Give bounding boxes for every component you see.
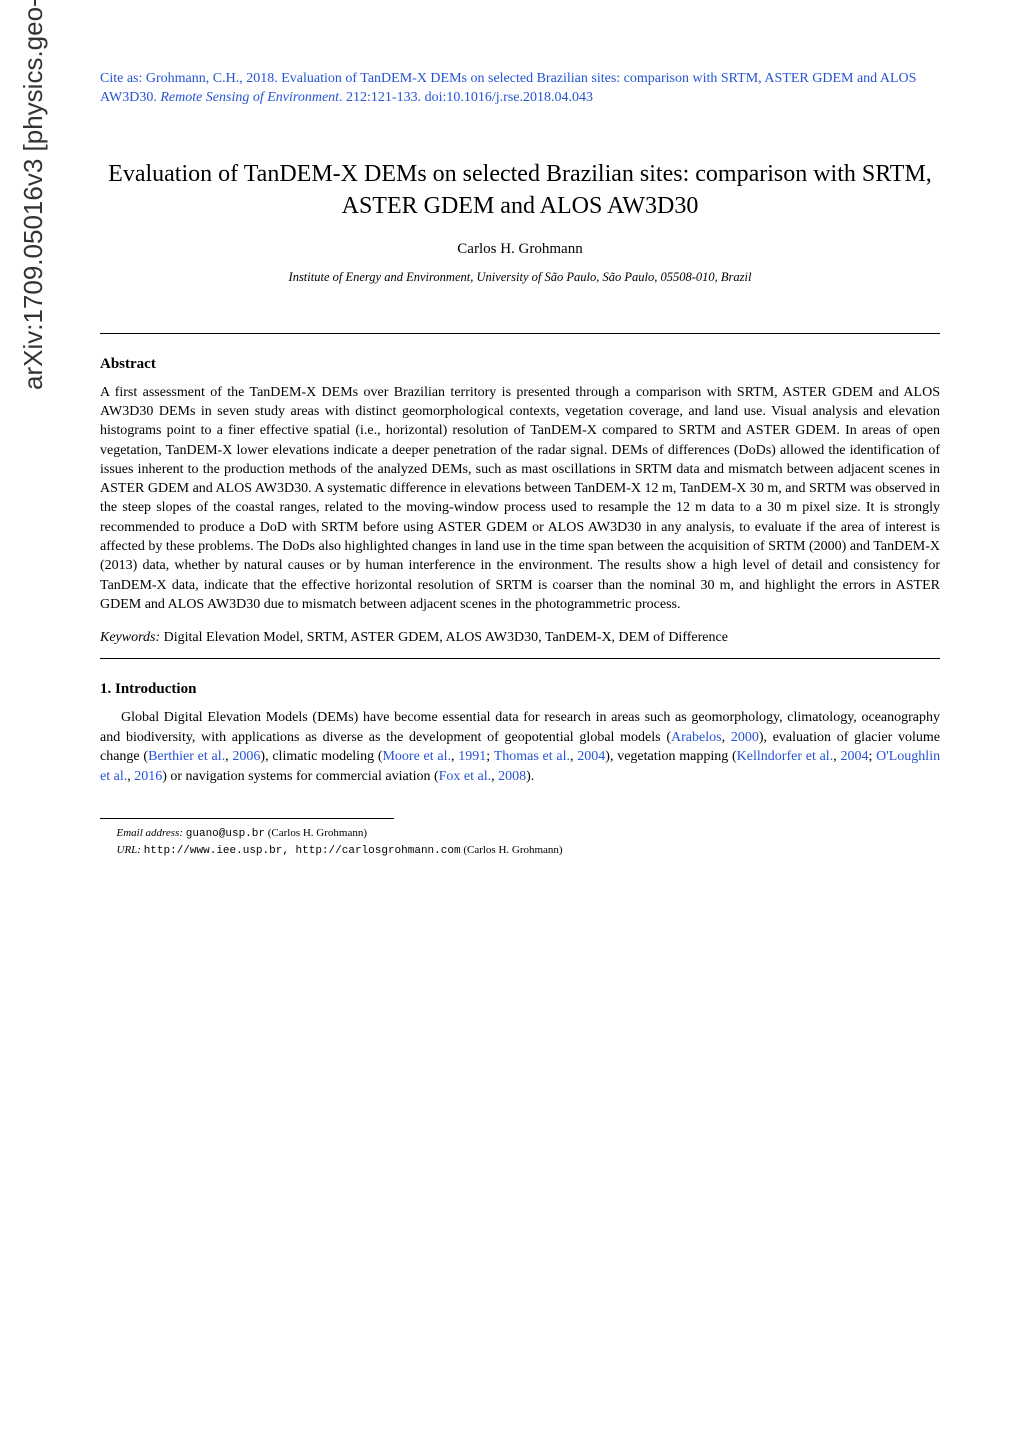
citation-link[interactable]: 2008 xyxy=(498,769,526,784)
rule-bottom xyxy=(100,658,940,659)
citation-link[interactable]: 2006 xyxy=(232,749,260,764)
introduction-heading: 1. Introduction xyxy=(100,681,940,698)
intro-text: ) or navigation systems for commercial a… xyxy=(162,769,438,784)
url-value: http://www.iee.usp.br, http://carlosgroh… xyxy=(144,845,461,857)
citation-suffix: . 212:121-133. doi:10.1016/j.rse.2018.04… xyxy=(339,90,593,105)
keywords-label: Keywords: xyxy=(100,630,160,645)
email-label: Email address: xyxy=(117,827,186,839)
citation-link[interactable]: 2004 xyxy=(840,749,868,764)
author-affiliation: Institute of Energy and Environment, Uni… xyxy=(100,270,940,285)
footnotes-block: Email address: guano@usp.br (Carlos H. G… xyxy=(100,824,940,860)
arxiv-category: [physics.geo-ph] xyxy=(18,0,48,151)
arxiv-sidebar: arXiv:1709.05016v3 [physics.geo-ph] 3 Ma… xyxy=(18,0,49,390)
rule-top xyxy=(100,333,940,334)
citation-link[interactable]: 2000 xyxy=(731,730,759,745)
citation-link[interactable]: Thomas et al. xyxy=(494,749,570,764)
footnote-url: URL: http://www.iee.usp.br, http://carlo… xyxy=(100,843,940,860)
abstract-heading: Abstract xyxy=(100,356,940,373)
url-author: (Carlos H. Grohmann) xyxy=(461,844,563,856)
url-label: URL: xyxy=(117,844,144,856)
citation-link[interactable]: Moore et al. xyxy=(382,749,451,764)
intro-text: ; xyxy=(868,749,876,764)
footnote-email: Email address: guano@usp.br (Carlos H. G… xyxy=(100,826,940,843)
intro-text: ), vegetation mapping ( xyxy=(605,749,736,764)
intro-text: ). xyxy=(526,769,534,784)
citation-link[interactable]: Fox et al. xyxy=(439,769,492,784)
citation-link[interactable]: Berthier et al. xyxy=(148,749,225,764)
citation-link[interactable]: 2016 xyxy=(134,769,162,784)
author-name: Carlos H. Grohmann xyxy=(100,241,940,258)
paper-title: Evaluation of TanDEM-X DEMs on selected … xyxy=(100,158,940,223)
citation-block: Cite as: Grohmann, C.H., 2018. Evaluatio… xyxy=(100,70,940,108)
citation-journal: Remote Sensing of Environment xyxy=(160,90,339,105)
intro-text: ; xyxy=(486,749,493,764)
intro-text: , xyxy=(722,730,731,745)
citation-link[interactable]: Kellndorfer et al. xyxy=(737,749,834,764)
email-value: guano@usp.br xyxy=(186,828,265,840)
email-author: (Carlos H. Grohmann) xyxy=(265,827,367,839)
arxiv-id: arXiv:1709.05016v3 xyxy=(18,159,48,390)
keywords-text: Digital Elevation Model, SRTM, ASTER GDE… xyxy=(160,630,728,645)
intro-text: ), climatic modeling ( xyxy=(260,749,382,764)
introduction-paragraph: Global Digital Elevation Models (DEMs) h… xyxy=(100,708,940,786)
keywords-line: Keywords: Digital Elevation Model, SRTM,… xyxy=(100,628,940,648)
citation-link[interactable]: Arabelos xyxy=(671,730,722,745)
citation-link[interactable]: 2004 xyxy=(577,749,605,764)
abstract-body: A first assessment of the TanDEM-X DEMs … xyxy=(100,383,940,615)
page-content: Cite as: Grohmann, C.H., 2018. Evaluatio… xyxy=(100,0,940,860)
citation-link[interactable]: 1991 xyxy=(458,749,486,764)
